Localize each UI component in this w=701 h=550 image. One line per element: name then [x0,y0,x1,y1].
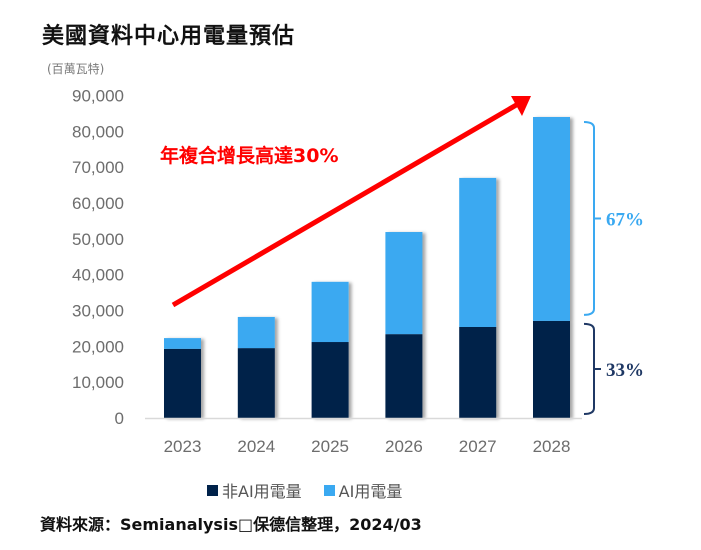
bar-stack-2026 [385,232,423,418]
bar-non-ai-2023 [164,348,201,418]
x-tick-label: 2027 [459,437,497,456]
ai-share-label: 67% [606,209,644,230]
bar-non-ai-2026 [385,334,423,418]
legend: 非AI用電量 AI用電量 [207,478,424,502]
bar-non-ai-2024 [237,348,275,418]
bar-stack-2024 [237,316,275,418]
non-ai-bracket [583,322,601,415]
y-axis-unit-label: (百萬瓦特) [47,62,105,76]
bar-ai-2026 [385,232,423,335]
bar-ai-2025 [311,281,349,343]
bar-stack-2028 [533,117,570,418]
bar-stack-2027 [459,177,497,418]
trend-arrow-line [171,101,520,308]
non-ai-share-label: 33% [606,360,644,381]
y-tick-label: 90,000 [72,87,124,106]
legend-label-non-ai: 非AI用電量 [222,482,302,501]
x-axis-ticks: 2023 2024 2025 2026 2027 2028 [164,437,571,456]
x-tick-label: 2028 [533,437,571,456]
bars [164,117,570,418]
x-tick-label: 2023 [164,437,202,456]
legend-swatch-ai [323,484,335,496]
x-tick-label: 2025 [311,437,349,456]
source-note: 資料來源：Semianalysis□保德信整理，2024/03 [40,515,422,534]
legend-label-ai: AI用電量 [338,482,403,501]
legend-swatch-non-ai [207,484,218,496]
annotations: 年複合增長高達30% 67% 33% [160,96,644,415]
trend-arrow-head-icon [511,96,531,116]
cagr-annotation: 年複合增長高達30% [160,144,338,167]
bar-stack-2023 [164,338,201,418]
y-tick-label: 10,000 [72,373,124,392]
chart-title: 美國資料中心用電量預估 [42,24,296,49]
bar-ai-2024 [237,316,275,349]
legend-item-ai: AI用電量 [323,478,403,502]
bar-non-ai-2025 [311,342,349,418]
bar-ai-2023 [164,338,201,349]
x-tick-label: 2024 [237,437,275,456]
legend-item-non-ai: 非AI用電量 [207,478,302,502]
bar-non-ai-2028 [533,320,570,418]
y-tick-label: 70,000 [72,158,124,177]
y-tick-label: 60,000 [72,194,124,213]
y-tick-label: 40,000 [72,266,124,285]
bar-non-ai-2027 [459,326,497,418]
y-tick-label: 30,000 [72,302,124,321]
bar-ai-2027 [459,177,497,327]
y-tick-label: 20,000 [72,337,124,356]
y-tick-label: 0 [115,409,124,428]
y-axis-ticks: 0 10,000 20,000 30,000 40,000 50,000 60,000 70,… [72,87,124,429]
bar-stack-2025 [311,281,349,418]
ai-bracket [583,121,601,316]
y-tick-label: 80,000 [72,122,124,141]
x-tick-label: 2026 [385,437,423,456]
bar-ai-2028 [533,117,570,321]
y-tick-label: 50,000 [72,230,124,249]
